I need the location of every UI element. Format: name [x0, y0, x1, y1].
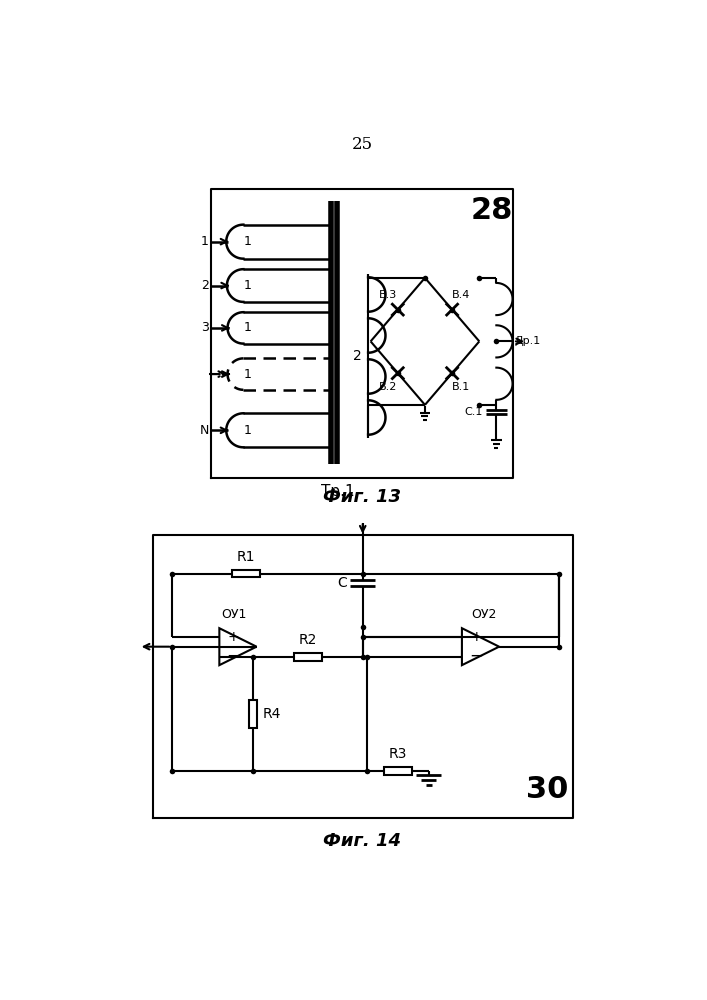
Text: Фиг. 14: Фиг. 14	[323, 832, 401, 850]
Text: +: +	[228, 630, 239, 644]
Text: R3: R3	[388, 747, 407, 761]
Text: Др.1: Др.1	[515, 336, 541, 346]
Text: 25: 25	[351, 136, 373, 153]
Text: Фиг. 13: Фиг. 13	[323, 488, 401, 506]
Text: −: −	[469, 647, 483, 665]
Text: 28: 28	[470, 196, 513, 225]
Text: N: N	[200, 424, 209, 437]
Text: 1: 1	[243, 279, 252, 292]
Text: В.4: В.4	[452, 290, 471, 300]
Text: Тр.1: Тр.1	[321, 484, 355, 499]
Bar	[232, 570, 260, 577]
Text: +: +	[470, 630, 481, 644]
Bar	[293, 653, 322, 661]
Bar	[384, 767, 411, 774]
Text: В.3: В.3	[380, 290, 397, 300]
Text: 2: 2	[353, 349, 362, 363]
Text: ОУ2: ОУ2	[472, 607, 497, 620]
Text: 1: 1	[243, 368, 251, 381]
Text: R1: R1	[237, 550, 255, 564]
Text: 1: 1	[243, 321, 251, 334]
Text: 1: 1	[244, 424, 252, 437]
Text: ОУ1: ОУ1	[221, 607, 247, 620]
Text: 1: 1	[244, 235, 252, 248]
Bar	[249, 700, 257, 728]
Text: С: С	[337, 576, 347, 590]
Text: 3: 3	[201, 321, 209, 334]
Text: R2: R2	[298, 633, 317, 647]
Text: В.2: В.2	[379, 382, 397, 392]
Text: R4: R4	[263, 707, 281, 721]
Text: 2: 2	[201, 279, 209, 292]
Text: 1: 1	[201, 235, 209, 248]
Text: −: −	[226, 647, 240, 665]
Text: В.1: В.1	[452, 382, 471, 392]
Text: С.1: С.1	[464, 407, 482, 417]
Text: 30: 30	[526, 775, 568, 804]
